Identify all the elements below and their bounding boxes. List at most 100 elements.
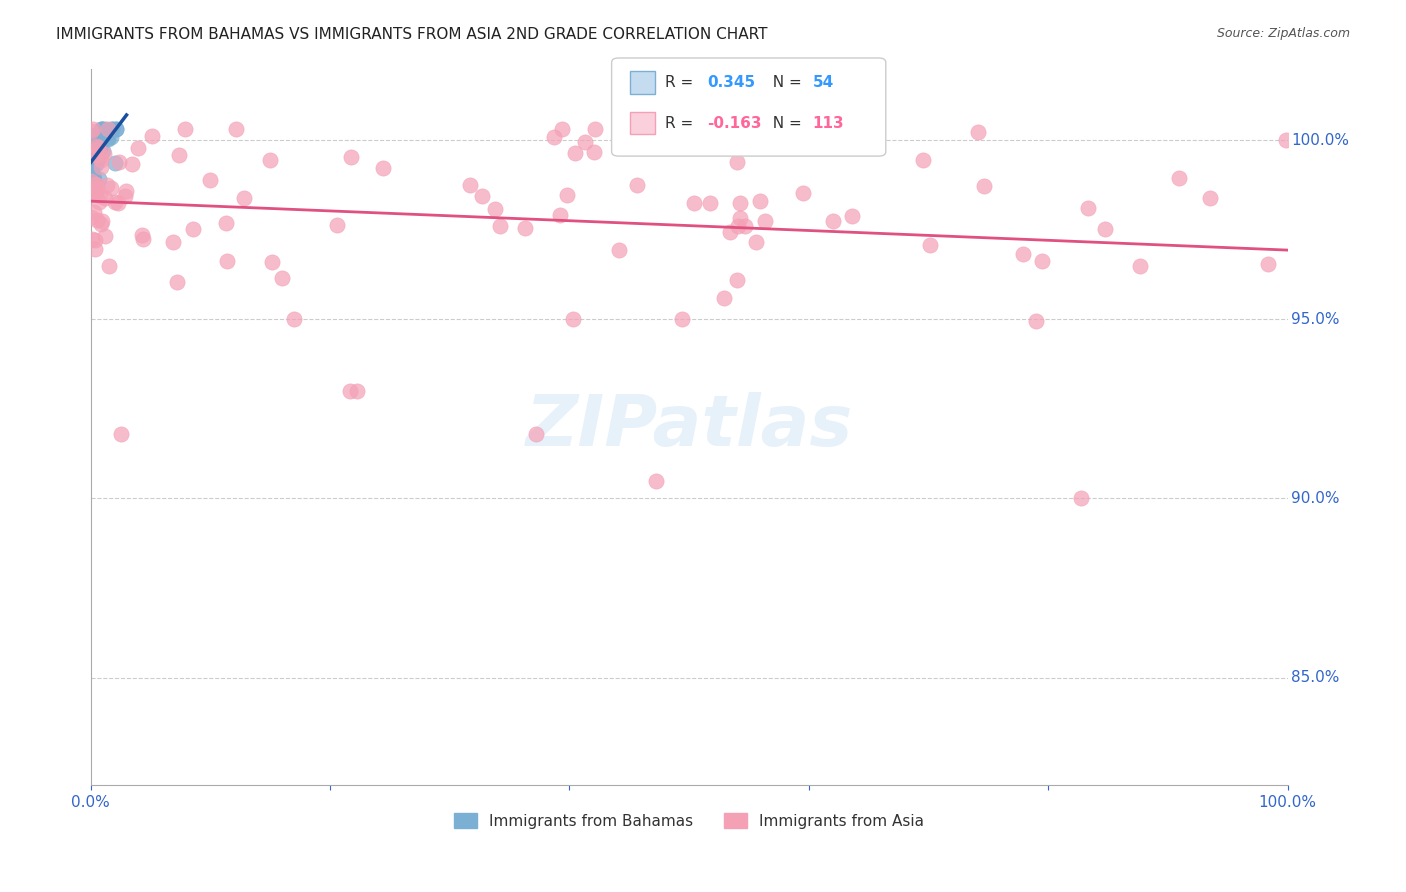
Point xyxy=(167,148,190,162)
Point xyxy=(84,142,107,156)
Point xyxy=(84,156,107,170)
Point xyxy=(645,474,668,488)
Point xyxy=(101,122,124,136)
Point xyxy=(86,178,108,193)
Point xyxy=(215,254,238,268)
Point xyxy=(94,229,117,244)
Point xyxy=(561,312,583,326)
Point xyxy=(583,145,606,159)
Point xyxy=(484,202,506,216)
Point xyxy=(458,178,481,192)
Point xyxy=(83,145,105,159)
Point xyxy=(90,217,112,231)
Point xyxy=(84,135,107,149)
Point xyxy=(90,214,112,228)
Point xyxy=(82,145,104,159)
Point xyxy=(82,232,104,246)
Point xyxy=(574,135,596,149)
Point xyxy=(80,169,103,183)
Point xyxy=(1011,246,1033,260)
Point xyxy=(1275,133,1298,147)
Point xyxy=(86,151,108,165)
Point xyxy=(966,125,988,139)
Point xyxy=(792,186,814,201)
Point xyxy=(84,139,107,153)
Point xyxy=(132,232,155,246)
Point xyxy=(87,152,110,166)
Point xyxy=(1094,222,1116,236)
Point xyxy=(89,141,111,155)
Point xyxy=(114,189,136,203)
Point xyxy=(912,153,935,168)
Point xyxy=(89,172,111,186)
Point xyxy=(80,166,103,180)
Point xyxy=(90,122,112,136)
Point xyxy=(198,172,221,186)
Point xyxy=(101,122,124,136)
Point xyxy=(215,216,238,230)
Point xyxy=(745,235,768,250)
Point xyxy=(513,221,536,235)
Point xyxy=(1168,171,1191,186)
Point xyxy=(80,183,103,197)
Point xyxy=(82,136,104,151)
Point xyxy=(86,181,108,195)
Point xyxy=(80,210,103,224)
Point xyxy=(80,161,103,175)
Point xyxy=(86,153,108,168)
Point xyxy=(754,214,776,228)
Point xyxy=(725,155,748,169)
Point xyxy=(110,427,132,442)
Point xyxy=(94,122,117,136)
Text: 90.0%: 90.0% xyxy=(1291,491,1340,506)
Point xyxy=(524,427,547,442)
Point xyxy=(80,158,103,172)
Point xyxy=(82,169,104,183)
Point xyxy=(82,152,104,166)
Point xyxy=(841,209,863,223)
Point xyxy=(91,122,114,136)
Point xyxy=(371,161,394,176)
Point xyxy=(564,145,586,160)
Point xyxy=(83,186,105,200)
Text: -0.163: -0.163 xyxy=(707,116,762,130)
Point xyxy=(82,157,104,171)
Point xyxy=(823,214,845,228)
Point xyxy=(471,189,494,203)
Text: N =: N = xyxy=(763,76,807,90)
Point xyxy=(100,181,122,195)
Point xyxy=(83,186,105,201)
Point xyxy=(80,146,103,161)
Point xyxy=(82,136,104,151)
Point xyxy=(1070,491,1092,506)
Text: Source: ZipAtlas.com: Source: ZipAtlas.com xyxy=(1216,27,1350,40)
Point xyxy=(725,273,748,287)
Point xyxy=(607,244,630,258)
Point xyxy=(108,155,131,169)
Point xyxy=(104,122,127,136)
Point xyxy=(131,228,153,243)
Text: R =: R = xyxy=(665,116,699,130)
Point xyxy=(80,160,103,174)
Point xyxy=(84,185,107,199)
Point xyxy=(489,219,512,234)
Point xyxy=(283,312,305,326)
Point xyxy=(82,169,104,183)
Point xyxy=(87,195,110,210)
Point xyxy=(107,195,129,210)
Point xyxy=(80,169,103,184)
Point xyxy=(89,188,111,202)
Point xyxy=(87,140,110,154)
Point xyxy=(340,150,363,164)
Point xyxy=(80,124,103,138)
Point xyxy=(82,122,104,136)
Point xyxy=(82,173,104,187)
Point xyxy=(89,148,111,162)
Point xyxy=(718,225,741,239)
Point xyxy=(100,129,122,144)
Text: R =: R = xyxy=(665,76,699,90)
Point xyxy=(80,137,103,152)
Point xyxy=(84,234,107,248)
Point xyxy=(84,153,107,168)
Point xyxy=(551,122,574,136)
